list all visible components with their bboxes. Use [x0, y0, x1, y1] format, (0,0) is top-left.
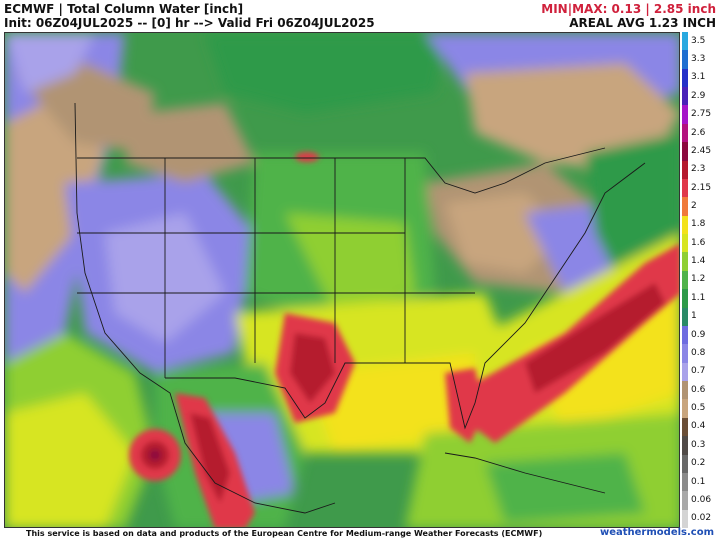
colorbar-label: 1.4 — [691, 256, 706, 267]
colorbar-swatch — [682, 509, 688, 528]
colorbar-swatch — [682, 123, 688, 143]
colorbar-level: 2.15 — [682, 178, 720, 198]
colorbar-level: 0.6 — [682, 381, 720, 400]
colorbar-label: 3.1 — [691, 72, 706, 83]
colorbar-swatch — [682, 491, 688, 510]
colorbar-label: 2.75 — [691, 109, 712, 120]
colorbar-level: 0.1 — [682, 472, 720, 492]
colorbar-label: 1.6 — [691, 237, 706, 248]
colorbar-level: 0.8 — [682, 344, 720, 363]
colorbar-label: 1.8 — [691, 219, 706, 230]
colorbar-label: 0.7 — [691, 366, 706, 377]
colorbar-swatch — [682, 50, 688, 69]
colorbar-swatch — [682, 344, 688, 363]
colorbar-label: 0.02 — [691, 513, 712, 524]
colorbar-label: 1 — [691, 311, 697, 322]
colorbar-swatch — [682, 454, 688, 473]
colorbar-swatch — [682, 68, 688, 88]
colorbar-swatch — [682, 381, 688, 400]
title-block: ECMWF | Total Column Water [inch] Init: … — [4, 2, 375, 30]
colorbar-legend: 3.5 3.3 3.1 2.9 2.75 2.6 2.45 2.3 2.15 2 1.8 1.6 1.4… — [682, 32, 720, 528]
colorbar-label: 0.3 — [691, 439, 706, 450]
colorbar-swatch — [682, 270, 688, 290]
colorbar-label: 2.15 — [691, 182, 712, 193]
colorbar-swatch — [682, 87, 688, 106]
colorbar-label: 0.1 — [691, 476, 706, 487]
colorbar-level: 3.5 — [682, 32, 720, 51]
disclaimer-text: This service is based on data and produc… — [26, 529, 543, 538]
colorbar-level: 0.9 — [682, 325, 720, 345]
colorbar-swatch — [682, 215, 688, 235]
colorbar-swatch — [682, 472, 688, 492]
colorbar-label: 2.6 — [691, 127, 706, 138]
colorbar-label: 0.06 — [691, 494, 712, 505]
colorbar-swatch — [682, 178, 688, 198]
colorbar-level: 1.2 — [682, 270, 720, 290]
colorbar-swatch — [682, 399, 688, 418]
colorbar-swatch — [682, 362, 688, 382]
colorbar-level: 1.4 — [682, 252, 720, 271]
colorbar-level: 2.9 — [682, 87, 720, 106]
brand-link[interactable]: weathermodels.com — [599, 527, 714, 538]
colorbar-label: 0.9 — [691, 329, 706, 340]
colorbar-label: 0.6 — [691, 384, 706, 395]
colorbar-level: 1.6 — [682, 234, 720, 253]
colorbar-level: 1.8 — [682, 215, 720, 235]
boundary-lines — [74, 102, 646, 514]
colorbar-swatch — [682, 160, 688, 179]
map-title: ECMWF | Total Column Water [inch] — [4, 2, 244, 16]
colorbar-label: 0.4 — [691, 421, 706, 432]
colorbar-swatch — [682, 252, 688, 271]
colorbar-level: 2.3 — [682, 160, 720, 179]
colorbar-level: 0.02 — [682, 509, 720, 528]
colorbar-level: 3.1 — [682, 68, 720, 88]
colorbar-label: 2.9 — [691, 90, 706, 101]
colorbar-label: 3.5 — [691, 35, 706, 46]
colorbar-level: 2.75 — [682, 105, 720, 124]
colorbar-level: 0.5 — [682, 399, 720, 418]
colorbar-swatch — [682, 307, 688, 326]
header: ECMWF | Total Column Water [inch] Init: … — [0, 0, 720, 32]
colorbar-level: 0.06 — [682, 491, 720, 510]
colorbar-level: 2.45 — [682, 142, 720, 161]
colorbar-label: 1.2 — [691, 274, 706, 285]
colorbar-swatch — [682, 142, 688, 161]
colorbar-level: 1.1 — [682, 289, 720, 308]
colorbar-level: 2.6 — [682, 123, 720, 143]
colorbar-swatch — [682, 436, 688, 455]
colorbar-label: 0.8 — [691, 347, 706, 358]
colorbar-label: 2 — [691, 201, 697, 211]
colorbar-label: 0.5 — [691, 403, 706, 414]
colorbar-level: 3.3 — [682, 50, 720, 69]
weather-map[interactable] — [4, 32, 680, 528]
colorbar-label: 2.45 — [691, 145, 712, 156]
colorbar-swatch — [682, 289, 688, 308]
colorbar-swatch — [682, 234, 688, 253]
areal-average-label: AREAL AVG 1.23 INCH — [569, 16, 716, 30]
colorbar-level: 0.3 — [682, 436, 720, 455]
map-canvas — [5, 33, 679, 527]
colorbar-level: 1 — [682, 307, 720, 326]
colorbar-level: 0.4 — [682, 417, 720, 437]
stats-block: MIN|MAX: 0.13 | 2.85 inch AREAL AVG 1.23… — [541, 2, 716, 30]
colorbar-label: 0.2 — [691, 458, 706, 469]
colorbar-swatch — [682, 32, 688, 51]
min-max-label: MIN|MAX: 0.13 | 2.85 inch — [541, 2, 716, 16]
colorbar-label: 3.3 — [691, 54, 706, 65]
init-valid-line: Init: 06Z04JUL2025 -- [0] hr --> Valid F… — [4, 16, 375, 30]
colorbar-swatch — [682, 325, 688, 345]
colorbar-label: 2.3 — [691, 164, 706, 175]
colorbar-swatch — [682, 197, 688, 216]
colorbar-label: 1.1 — [691, 292, 706, 303]
colorbar-swatch — [682, 105, 688, 124]
footer: This service is based on data and produc… — [0, 527, 720, 540]
colorbar-level: 2 — [682, 197, 720, 216]
colorbar-swatch — [682, 417, 688, 437]
colorbar-level: 0.2 — [682, 454, 720, 473]
colorbar-level: 0.7 — [682, 362, 720, 382]
